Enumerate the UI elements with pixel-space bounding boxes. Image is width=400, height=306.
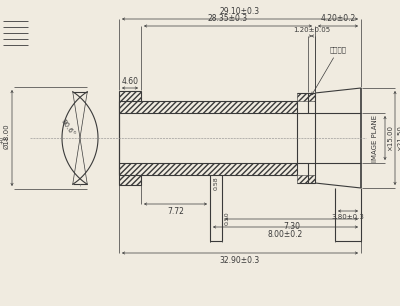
Text: 4.20±0.2: 4.20±0.2 bbox=[320, 14, 356, 23]
Text: 0.58: 0.58 bbox=[214, 176, 218, 190]
Text: 奨面处理: 奨面处理 bbox=[312, 46, 347, 95]
Bar bbox=[297, 113, 315, 163]
Text: 0.50: 0.50 bbox=[225, 211, 230, 225]
Text: IMAGE PLANE: IMAGE PLANE bbox=[372, 114, 378, 162]
Bar bbox=[119, 175, 141, 185]
Bar bbox=[119, 113, 297, 163]
Text: 3.80±0.3: 3.80±0.3 bbox=[332, 214, 364, 220]
Text: 4.60: 4.60 bbox=[122, 77, 138, 86]
Bar bbox=[297, 93, 315, 101]
Bar bbox=[297, 175, 315, 183]
Text: +0
-1: +0 -1 bbox=[0, 136, 10, 144]
Text: Ø18.00: Ø18.00 bbox=[4, 123, 10, 149]
Text: 8.00±0.2: 8.00±0.2 bbox=[268, 230, 303, 239]
Bar bbox=[119, 175, 141, 185]
Bar bbox=[119, 163, 297, 175]
Bar bbox=[297, 93, 315, 101]
Text: 32.90±0.3: 32.90±0.3 bbox=[220, 256, 260, 265]
Bar bbox=[119, 91, 141, 101]
Bar bbox=[119, 175, 141, 185]
Text: 28.35±0.3: 28.35±0.3 bbox=[208, 14, 248, 23]
Text: 1.20±0.05: 1.20±0.05 bbox=[293, 27, 330, 33]
Text: 29.10±0.3: 29.10±0.3 bbox=[220, 7, 260, 16]
Bar bbox=[119, 163, 297, 175]
Text: ×21.50: ×21.50 bbox=[397, 125, 400, 151]
Text: 7.30: 7.30 bbox=[283, 222, 300, 231]
Bar bbox=[297, 175, 315, 183]
Bar bbox=[119, 101, 297, 113]
Bar bbox=[119, 101, 297, 113]
Text: 80.6°: 80.6° bbox=[60, 118, 76, 138]
Text: 7.72: 7.72 bbox=[167, 207, 184, 216]
Text: ×15.00: ×15.00 bbox=[387, 125, 393, 151]
Bar bbox=[119, 91, 141, 101]
